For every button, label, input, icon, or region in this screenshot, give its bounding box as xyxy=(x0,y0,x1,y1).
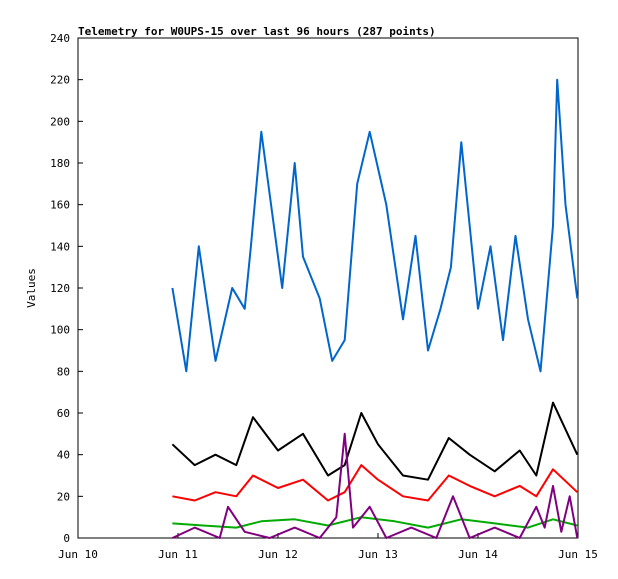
x-tick-label: Jun 14 xyxy=(458,548,498,561)
x-tick-label: Jun 13 xyxy=(358,548,398,561)
y-tick-label: 140 xyxy=(50,240,70,253)
y-tick-label: 240 xyxy=(50,32,70,45)
y-tick-label: 220 xyxy=(50,74,70,87)
series-line-3 xyxy=(172,464,578,502)
y-tick-label: 180 xyxy=(50,157,70,170)
x-tick-label: Jun 11 xyxy=(158,548,198,561)
x-tick-label: Jun 12 xyxy=(258,548,298,561)
series-group xyxy=(171,78,579,539)
y-tick-label: 100 xyxy=(50,324,70,337)
x-tick-label: Jun 15 xyxy=(558,548,598,561)
y-tick-label: 20 xyxy=(57,490,70,503)
y-tick-label: 80 xyxy=(57,365,70,378)
x-tick-label: Jun 10 xyxy=(58,548,98,561)
y-axis: 0 20 40 60 80 100 120 140 160 180 200 220 240 xyxy=(50,32,83,545)
series-line-1 xyxy=(171,78,579,373)
series-line-5 xyxy=(171,432,579,539)
y-tick-label: 200 xyxy=(50,115,70,128)
y-tick-label: 120 xyxy=(50,282,70,295)
x-axis: Jun 10 Jun 11 Jun 12 Jun 13 Jun 14 Jun 15 xyxy=(58,533,598,561)
y-tick-label: 0 xyxy=(63,532,70,545)
y-tick-label: 40 xyxy=(57,449,70,462)
y-tick-label: 160 xyxy=(50,199,70,212)
series-line-2 xyxy=(171,401,579,481)
chart-title: Telemetry for W0UPS-15 over last 96 hour… xyxy=(78,25,436,38)
y-axis-label: Values xyxy=(25,268,38,308)
y-tick-label: 60 xyxy=(57,407,70,420)
